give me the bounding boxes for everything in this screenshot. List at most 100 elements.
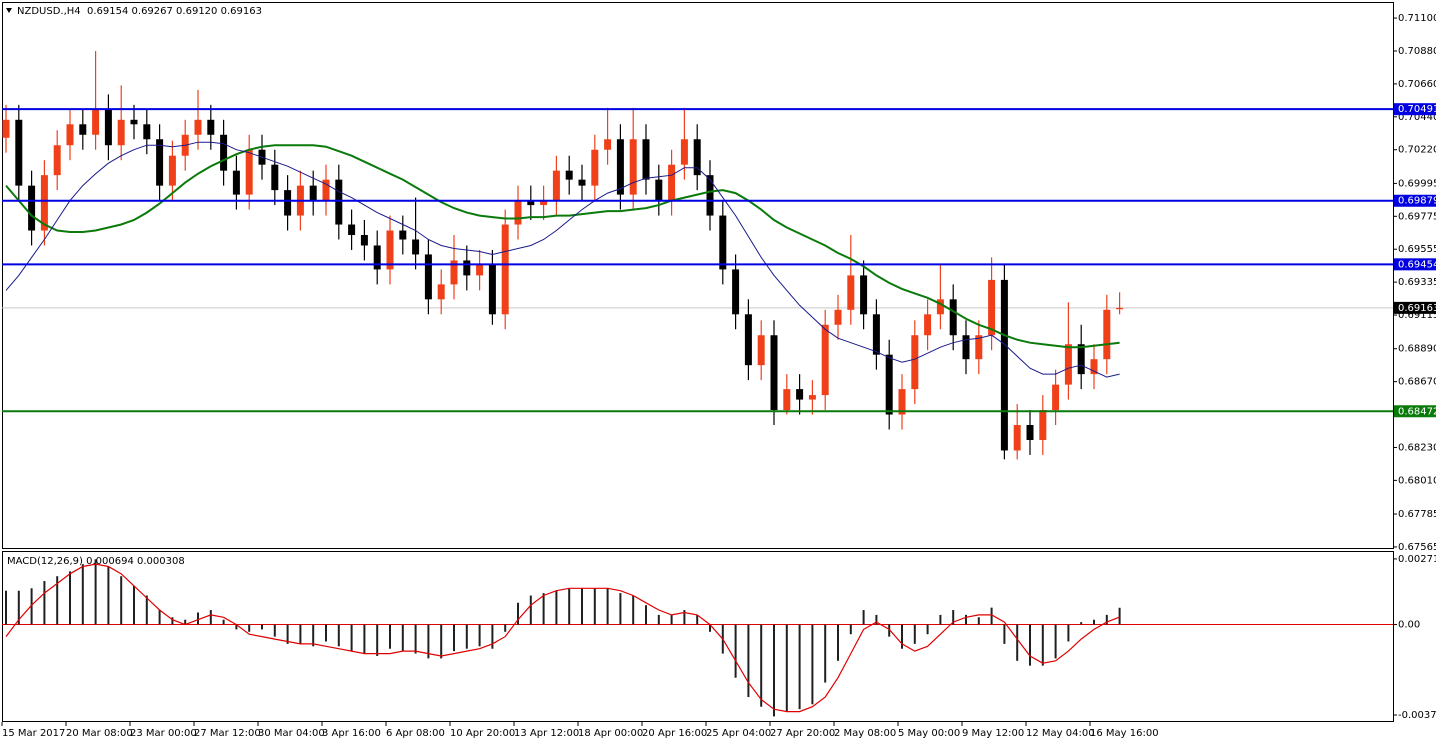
macd-histogram-bar <box>81 564 84 625</box>
macd-histogram-bar <box>94 559 97 625</box>
macd-histogram-bar <box>747 624 750 698</box>
candle-body <box>488 264 496 315</box>
macd-histogram-bar <box>69 571 71 625</box>
candle-body <box>92 109 100 135</box>
level-label-box <box>1394 405 1436 418</box>
candle-body <box>860 275 868 315</box>
candle-body <box>194 119 202 135</box>
macd-histogram-bar <box>389 624 391 649</box>
x-tick-label: 18 Apr 00:00 <box>578 728 643 739</box>
candle-body <box>847 275 855 310</box>
x-tick-label: 25 Apr 04:00 <box>706 728 771 739</box>
y-tick-label: 0.69995 <box>1398 178 1436 189</box>
macd-histogram-bar <box>581 588 583 625</box>
candle-body <box>1077 344 1085 375</box>
candle-body <box>271 164 279 191</box>
macd-histogram-bar <box>1118 607 1121 625</box>
macd-histogram-bar <box>568 588 571 625</box>
macd-histogram-bar <box>1016 624 1019 661</box>
candle-body <box>66 124 74 146</box>
candle-body <box>348 224 356 236</box>
last-price-label: 0.69163 <box>1398 303 1436 314</box>
macd-histogram-bar <box>30 588 33 625</box>
candle-body <box>1103 309 1111 360</box>
macd-histogram-bar <box>401 624 404 652</box>
candle-body <box>335 179 343 225</box>
candle-body <box>1064 344 1072 385</box>
macd-histogram-bar <box>824 624 827 683</box>
macd-histogram-bar <box>632 595 635 625</box>
candle-body <box>386 230 394 270</box>
x-tick-label: 27 Mar 12:00 <box>194 728 261 739</box>
candle-body <box>399 230 407 240</box>
level-label: 0.69879 <box>1398 196 1436 207</box>
y-tick-label: 0.69335 <box>1398 277 1436 288</box>
level-label-box <box>1394 258 1436 271</box>
candle-body <box>450 260 458 285</box>
candle-body <box>40 175 48 231</box>
level-label: 0.70491 <box>1398 104 1436 115</box>
x-tick-label: 15 Mar 2017 <box>2 728 65 739</box>
candle-body <box>578 179 586 186</box>
candle-body <box>527 200 535 206</box>
macd-histogram-bar <box>798 624 801 710</box>
y-tick-label: 0.68010 <box>1398 475 1436 486</box>
macd-histogram-bar <box>952 610 955 625</box>
macd-histogram-bar <box>325 624 327 642</box>
macd-histogram-bar <box>517 602 519 625</box>
macd-histogram-bar <box>785 624 788 712</box>
x-tick-label: 23 Mar 00:00 <box>130 728 197 739</box>
macd-histogram-bar <box>478 624 481 647</box>
candle-body <box>28 185 36 231</box>
chart-title: NZDUSD.,H4 0.69154 0.69267 0.69120 0.691… <box>17 6 262 17</box>
candle-body <box>284 190 292 216</box>
macd-histogram-bar <box>376 624 379 656</box>
moving-average <box>5 141 1120 378</box>
price-pane-frame <box>2 2 1394 549</box>
y-tick-label: 0.67565 <box>1398 542 1436 553</box>
macd-histogram-bar <box>17 590 20 625</box>
candle-body <box>770 335 778 411</box>
candle-body <box>168 155 176 186</box>
x-tick-label: 6 Apr 08:00 <box>386 728 445 739</box>
macd-histogram-bar <box>145 595 148 625</box>
y-tick-label: 0.67785 <box>1398 509 1436 520</box>
candle-body <box>744 314 752 366</box>
macd-histogram-bar <box>350 624 353 652</box>
macd-histogram-bar <box>773 624 775 717</box>
candle-body <box>936 299 944 315</box>
macd-histogram-bar <box>286 624 289 644</box>
x-tick-label: 20 Mar 08:00 <box>66 728 133 739</box>
macd-histogram-bar <box>43 581 46 625</box>
macd-histogram-bar <box>465 624 468 649</box>
candle-body <box>1052 384 1060 411</box>
candle-body <box>988 279 996 336</box>
y-tick-label: 0.68670 <box>1398 377 1436 388</box>
candle-body <box>104 109 112 146</box>
candle-body <box>898 389 906 415</box>
macd-histogram-bar <box>990 607 993 625</box>
level-label: 0.68472 <box>1398 406 1436 417</box>
candle-body <box>616 139 624 195</box>
candle-body <box>885 354 893 415</box>
menu-arrow[interactable] <box>6 8 12 13</box>
x-tick-label: 16 May 16:00 <box>1090 728 1159 739</box>
macd-pane-frame <box>2 551 1394 722</box>
x-tick-label: 10 Apr 20:00 <box>450 728 515 739</box>
candle-body <box>1039 410 1047 440</box>
macd-histogram-bar <box>849 624 852 635</box>
macd-histogram-bar <box>56 576 59 625</box>
candle-body <box>552 170 560 201</box>
macd-histogram-bar <box>657 614 660 625</box>
candle-body <box>232 170 240 195</box>
macd-histogram-bar <box>209 610 212 625</box>
candle-body <box>975 335 983 360</box>
macd-histogram-bar <box>939 614 942 625</box>
candle-body <box>207 119 215 135</box>
candle-body <box>719 215 727 270</box>
y-tick-label: 0.002715 <box>1398 554 1436 565</box>
candle-body <box>540 200 548 206</box>
candle-body <box>79 124 87 135</box>
candle-body <box>15 119 23 186</box>
